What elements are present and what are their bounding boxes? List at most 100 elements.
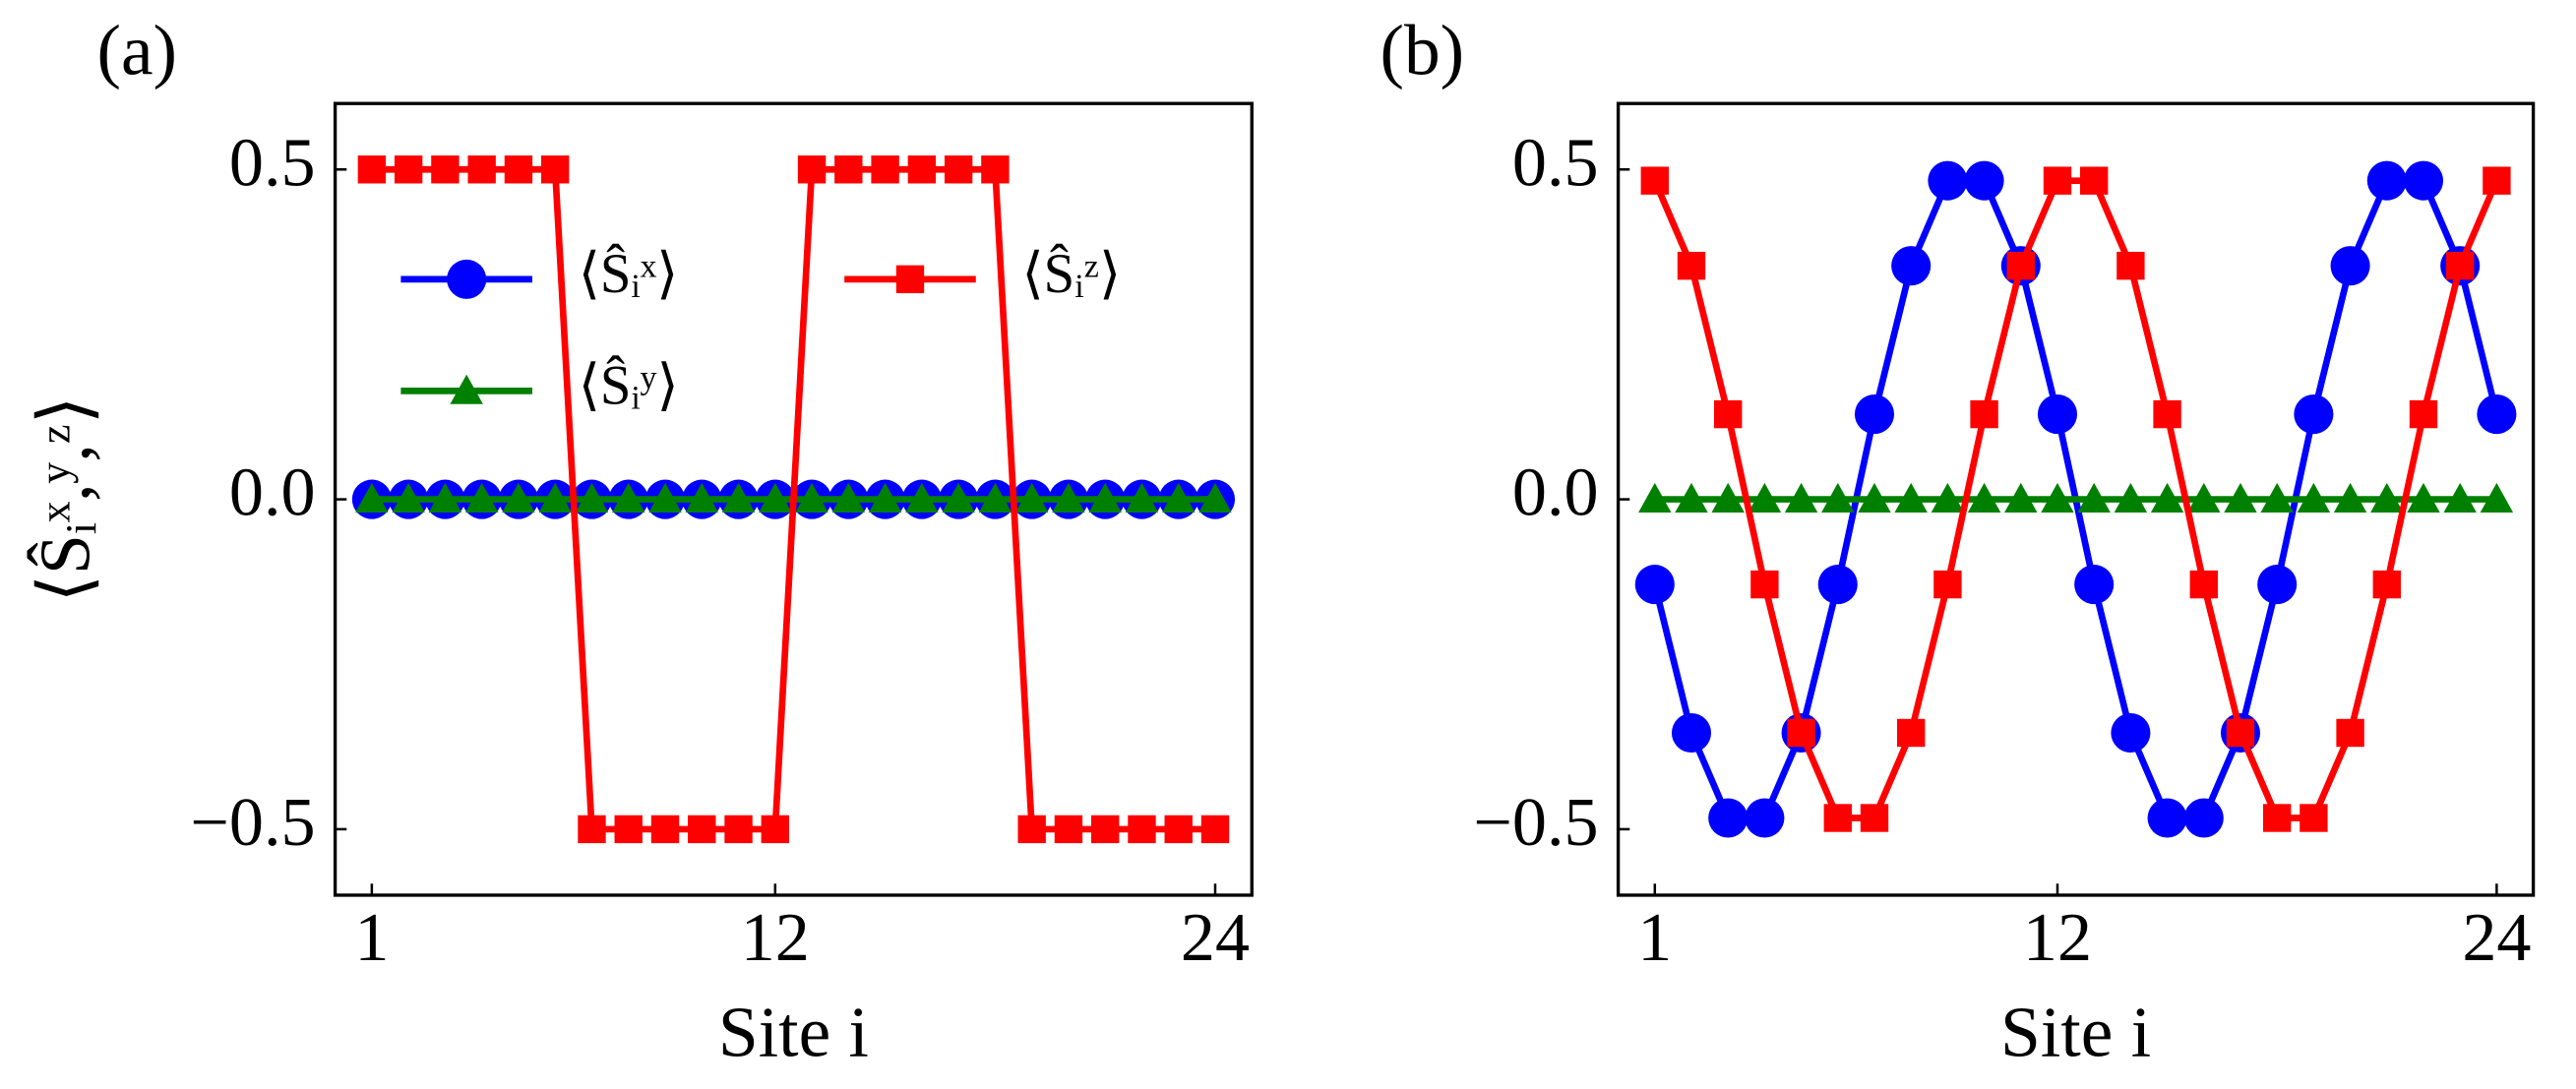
marker [504, 155, 533, 184]
axes-frame [1616, 101, 2536, 897]
marker [688, 815, 716, 844]
marker [2004, 482, 2038, 513]
marker [2372, 570, 2401, 599]
marker [464, 482, 499, 513]
marker [1748, 482, 1782, 513]
marker [724, 815, 753, 844]
marker [2477, 394, 2517, 435]
marker [355, 482, 389, 513]
marker [1860, 804, 1889, 832]
marker [1677, 251, 1706, 280]
marker [2443, 482, 2477, 513]
marker [1091, 815, 1120, 844]
marker [2041, 482, 2074, 513]
marker [759, 482, 792, 513]
marker [1014, 482, 1049, 513]
marker [1858, 482, 1891, 513]
marker [1164, 815, 1193, 844]
marker [795, 482, 828, 513]
marker [541, 155, 570, 184]
marker [2480, 482, 2514, 513]
marker [942, 482, 975, 513]
marker [2043, 166, 2072, 195]
marker [2407, 482, 2440, 513]
marker [2006, 251, 2035, 280]
marker [467, 155, 496, 184]
marker [392, 482, 425, 513]
marker [2077, 482, 2111, 513]
y-tick-label: 0.0 [229, 455, 316, 531]
marker [2336, 718, 2364, 748]
marker [2370, 482, 2404, 513]
marker [2257, 565, 2298, 605]
axes-frame [333, 101, 1254, 897]
marker [578, 815, 606, 844]
marker [2189, 570, 2218, 599]
marker [1817, 565, 1858, 605]
legend-label: ⟨Ŝᵢˣ⟩ [579, 243, 679, 305]
marker [1821, 482, 1855, 513]
marker [1897, 718, 1926, 748]
marker [1854, 394, 1895, 435]
legend-label: ⟨Ŝᵢᶻ⟩ [1022, 243, 1122, 305]
marker [2183, 798, 2224, 838]
y-tick-label: 0.5 [1512, 125, 1599, 201]
marker [2300, 804, 2328, 832]
marker [2260, 482, 2294, 513]
x-tick-label: 1 [354, 900, 389, 976]
x-tick-label: 1 [1637, 900, 1672, 976]
marker [1128, 815, 1156, 844]
marker [648, 482, 682, 513]
y-axis-label: ⟨Ŝᵢˣ,ʸ,ᶻ⟩ [25, 396, 104, 603]
marker [2409, 399, 2438, 429]
marker [978, 482, 1012, 513]
marker [1198, 482, 1232, 513]
marker [1931, 482, 1965, 513]
marker [2150, 482, 2184, 513]
marker [650, 815, 680, 844]
y-tick-label: 0.0 [1512, 455, 1599, 531]
marker [868, 482, 902, 513]
marker [2294, 394, 2334, 435]
marker [1928, 160, 1968, 201]
marker [1708, 798, 1748, 838]
marker [871, 155, 899, 184]
panel-label: (a) [97, 10, 178, 90]
marker [614, 815, 643, 844]
marker [797, 155, 827, 184]
x-axis-label: Site i [718, 993, 869, 1072]
marker [1054, 815, 1083, 844]
legend-marker [447, 259, 487, 299]
marker [1891, 246, 1932, 286]
marker [538, 482, 572, 513]
marker [981, 155, 1010, 184]
marker [431, 155, 460, 184]
x-tick-label: 12 [2023, 900, 2092, 976]
marker [1017, 815, 1046, 844]
marker [2226, 718, 2255, 748]
marker [1125, 482, 1159, 513]
marker [2080, 166, 2109, 195]
marker [1671, 712, 1712, 754]
marker [1052, 482, 1085, 513]
marker [2074, 565, 2115, 605]
x-tick-label: 12 [741, 900, 810, 976]
series-line [1651, 177, 2500, 821]
marker [1634, 565, 1675, 605]
marker [1750, 570, 1779, 599]
marker [1970, 399, 1998, 429]
marker [1745, 798, 1785, 838]
marker [944, 155, 973, 184]
legend-label: ⟨Ŝᵢʸ⟩ [579, 354, 679, 416]
legend-marker [450, 374, 483, 404]
marker [907, 155, 937, 184]
panel-label: (b) [1380, 10, 1465, 90]
marker [502, 482, 535, 513]
x-axis-label: Site i [2000, 993, 2151, 1072]
marker [761, 815, 789, 844]
marker [1711, 482, 1745, 513]
marker [1088, 482, 1122, 513]
marker [721, 482, 756, 513]
marker [1162, 482, 1196, 513]
